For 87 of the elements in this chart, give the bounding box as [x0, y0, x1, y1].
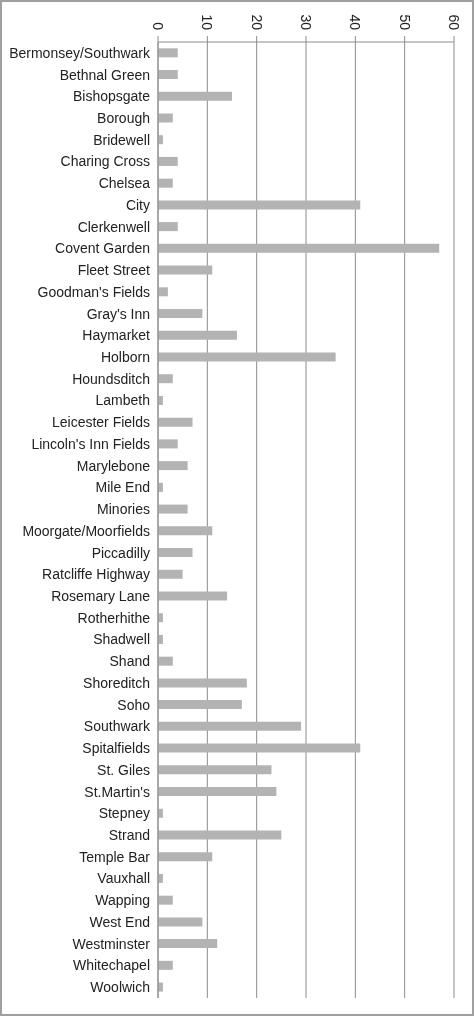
x-tick-label: 0	[150, 22, 166, 31]
y-tick-label: Soho	[117, 696, 151, 713]
y-tick-label: Gray's Inn	[86, 305, 150, 322]
x-tick-label: 40	[347, 14, 364, 31]
x-tick-label: 30	[298, 14, 314, 31]
bar	[158, 374, 173, 384]
bar	[158, 178, 173, 188]
y-tick-label: Clerkenwell	[77, 218, 150, 235]
y-tick-label: Holborn	[100, 349, 150, 366]
bar	[158, 895, 173, 905]
bar	[158, 787, 277, 797]
y-tick-label: Shadwell	[93, 631, 150, 648]
y-tick-label: Stepney	[98, 805, 150, 822]
y-tick-label: Ratcliffe Highway	[42, 566, 150, 583]
y-tick-label: City	[125, 196, 150, 213]
y-tick-label: Wapping	[95, 892, 150, 909]
bar	[158, 70, 178, 80]
bar	[158, 656, 173, 666]
y-tick-label: Rotherhithe	[77, 609, 151, 626]
y-tick-label: Mile End	[95, 479, 150, 496]
y-tick-label: St. Giles	[97, 761, 150, 778]
bar	[158, 526, 213, 536]
bar	[158, 439, 178, 449]
bar	[158, 678, 247, 688]
bar	[158, 830, 282, 840]
x-tick-label: 20	[248, 14, 265, 31]
y-tick-label: West End	[89, 913, 150, 930]
y-tick-label: Goodman's Fields	[37, 283, 150, 300]
y-tick-label: Spitalfields	[82, 740, 150, 757]
y-tick-label: Southwark	[83, 718, 151, 735]
y-tick-label: Vauxhall	[97, 870, 150, 887]
y-tick-label: Temple Bar	[79, 848, 151, 865]
bar	[158, 265, 213, 275]
bar	[158, 917, 203, 927]
y-tick-label: Borough	[97, 110, 150, 127]
y-tick-label: Chelsea	[98, 175, 151, 192]
y-tick-label: Strand	[108, 827, 150, 844]
y-tick-label: Shand	[109, 653, 150, 670]
y-tick-label: St.Martin's	[84, 783, 150, 800]
bar	[158, 765, 272, 775]
x-tick-label: 50	[396, 14, 413, 31]
bar	[158, 48, 178, 58]
y-tick-label: Moorgate/Moorfields	[22, 522, 150, 539]
bar	[158, 852, 213, 862]
bar	[158, 743, 361, 753]
bar	[158, 548, 193, 558]
bar	[158, 591, 228, 601]
y-tick-label: Westminster	[72, 935, 151, 952]
y-tick-label: Piccadilly	[91, 544, 150, 561]
bar	[158, 461, 188, 471]
x-tick-label: 60	[446, 14, 462, 31]
y-tick-label: Bermonsey/Southwark	[9, 44, 151, 61]
y-tick-label: Bishopsgate	[72, 88, 151, 105]
y-tick-label: Fleet Street	[77, 262, 151, 279]
x-tick-label: 10	[199, 14, 216, 31]
y-tick-label: Minories	[97, 501, 150, 518]
y-tick-label: Woolwich	[90, 979, 150, 996]
bar	[158, 504, 188, 514]
bar	[158, 113, 173, 123]
bar	[158, 200, 361, 210]
bar	[158, 939, 218, 949]
bar	[158, 243, 440, 253]
y-tick-label: Leicester Fields	[51, 414, 150, 431]
y-tick-label: Lincoln's Inn Fields	[31, 435, 150, 452]
y-tick-label: Rosemary Lane	[51, 588, 151, 605]
y-tick-label: Lambeth	[95, 392, 150, 409]
bar	[158, 309, 203, 319]
y-tick-label: Bridewell	[93, 131, 150, 148]
y-tick-label: Haymarket	[82, 327, 151, 344]
bar	[158, 721, 302, 731]
y-tick-label: Whitechapel	[72, 957, 150, 974]
bar	[158, 91, 232, 101]
y-tick-label: Charing Cross	[60, 153, 150, 170]
bar	[158, 569, 183, 579]
bar	[158, 287, 168, 297]
bar	[158, 417, 193, 427]
y-tick-label: Marylebone	[76, 457, 151, 474]
bar	[158, 960, 173, 970]
bar	[158, 352, 336, 362]
bar	[158, 222, 178, 232]
y-tick-label: Houndsditch	[72, 370, 150, 387]
bar	[158, 330, 237, 340]
y-tick-label: Covent Garden	[55, 240, 150, 257]
bar	[158, 156, 178, 166]
y-tick-label: Shoreditch	[83, 674, 150, 691]
bar	[158, 700, 242, 710]
y-tick-label: Bethnal Green	[59, 66, 150, 83]
